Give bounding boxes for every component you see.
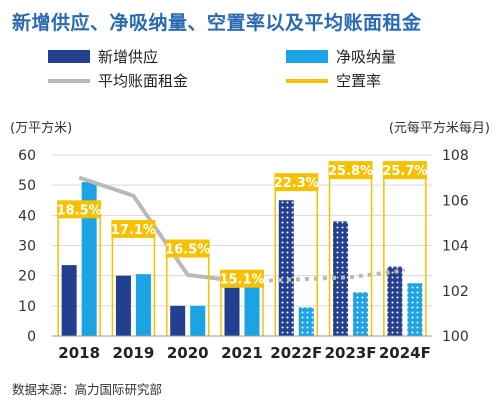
legend-label-supply: 新增供应 [98,48,159,66]
source-note: 数据来源：高力国际研究部 [12,382,163,397]
legend-item-absorption: 净吸纳量 [286,46,396,67]
y-left-tick-label: 0 [27,329,36,345]
rent-line-forecast [241,268,406,284]
y-right-tick-label: 106 [442,193,469,209]
bar-supply [115,275,131,336]
legend-swatch-rent [48,78,90,83]
vacancy-label-box [111,219,156,238]
vacancy-label-box [165,239,210,258]
bar-absorption [353,292,369,336]
bar-supply [170,305,186,336]
bar-absorption [298,307,314,336]
bar-supply [333,221,349,336]
y-left-tick-label: 10 [18,299,36,315]
legend-label-vacancy: 空置率 [336,72,382,90]
bar-absorption [407,283,423,336]
x-tick-label: 2021 [221,344,263,362]
vacancy-label: 22.3% [274,176,319,191]
vacancy-label: 17.1% [111,223,156,238]
vacancy-label: 15.1% [219,273,264,288]
bar-supply [387,266,403,336]
y-left-tick-label: 30 [18,239,36,255]
vacancy-label-box [328,161,373,180]
y-axis-left-unit: (万平方米) [10,121,73,136]
legend-swatch-absorption [286,50,328,63]
vacancy-label-box [382,161,427,180]
legend-swatch-supply [48,50,90,63]
y-right-tick-label: 104 [442,239,469,255]
bar-supply [61,265,77,336]
x-tick-label: 2020 [167,344,209,362]
y-left-tick-label: 50 [18,178,36,194]
chart-legend: 新增供应 净吸纳量 平均账面租金 空置率 [48,46,488,94]
bar-absorption [81,182,97,336]
bar-supply [278,200,294,336]
legend-label-absorption: 净吸纳量 [336,48,397,66]
bar-absorption [190,305,206,336]
vacancy-label: 16.5% [165,243,210,258]
vacancy-label: 18.5% [57,203,102,218]
rent-line-actual [78,175,243,284]
x-tick-label: 2023F [325,344,377,362]
x-tick-label: 2019 [113,344,155,362]
legend-swatch-vacancy [286,78,328,83]
x-tick-label: 2018 [58,344,100,362]
legend-item-supply: 新增供应 [48,46,158,67]
vacancy-label-box [57,200,102,219]
bar-supply [224,287,240,336]
legend-item-vacancy: 空置率 [286,70,381,91]
y-left-tick-label: 20 [18,269,36,285]
vacancy-label-box [274,173,319,192]
y-left-tick-label: 60 [18,148,36,164]
bar-absorption [244,284,260,336]
legend-item-rent: 平均账面租金 [48,70,188,91]
y-right-tick-label: 102 [442,284,469,300]
x-tick-label: 2024F [379,344,431,362]
y-right-tick-label: 108 [442,148,469,164]
vacancy-label-box [220,269,264,288]
vacancy-label: 25.8% [328,164,373,179]
chart-title: 新增供应、净吸纳量、空置率以及平均账面租金 [12,12,422,34]
vacancy-label: 25.7% [382,164,427,179]
y-left-tick-label: 40 [18,208,36,224]
y-axis-right-unit: (元每平方米每月) [388,121,490,136]
x-tick-label: 2022F [270,344,322,362]
bar-absorption [135,274,151,336]
legend-label-rent: 平均账面租金 [98,72,189,90]
y-right-tick-label: 100 [442,329,469,345]
